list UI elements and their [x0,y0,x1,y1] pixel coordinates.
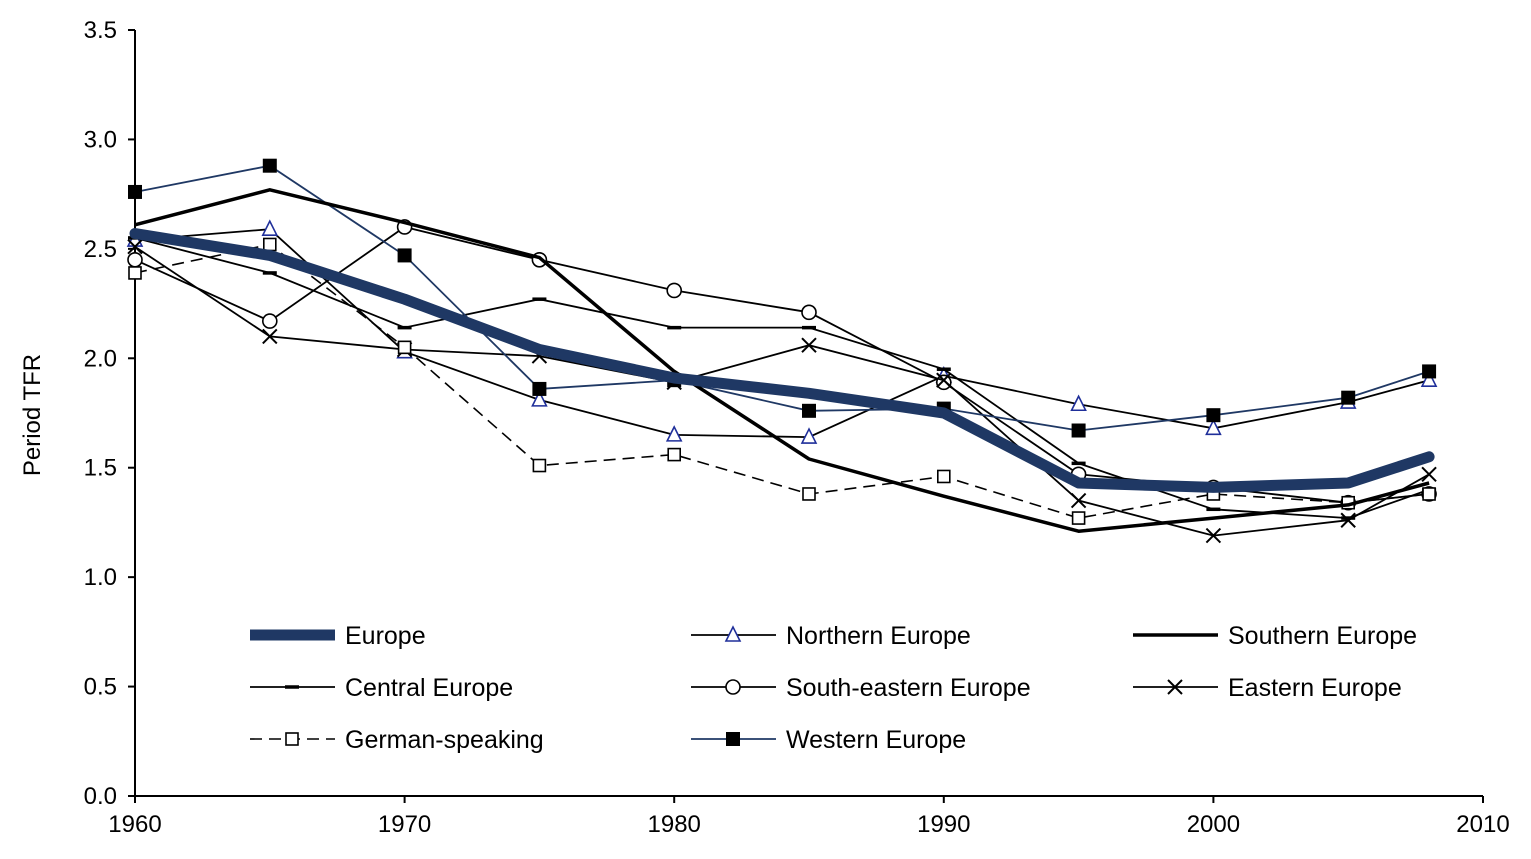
legend-item-south-eastern-europe: South-eastern Europe [691,674,1031,702]
data-point-western-europe [128,184,142,199]
data-point-eastern-europe [801,337,817,353]
series-line-northern-europe [134,228,1430,439]
data-point-northern-europe [1420,370,1438,387]
y-tick-label: 3.5 [84,17,117,44]
data-point-eastern-europe [262,328,278,345]
legend-marker-eastern-europe [1167,679,1183,695]
legend-marker-western-europe [726,732,740,746]
series-central-europe [128,236,1437,520]
data-point-eastern-europe [1421,466,1437,482]
data-point-western-europe [1341,390,1356,405]
y-tick-label: 3.0 [84,126,117,153]
legend-item-southern-europe: Southern Europe [1133,622,1417,650]
data-point-eastern-europe [1205,527,1222,544]
legend-label-northern-europe: Northern Europe [786,622,971,650]
series-northern-europe [126,219,1438,444]
legend-marker-south-eastern-europe [725,679,741,695]
x-tick-label: 2000 [1187,811,1240,838]
legend-label-central-europe: Central Europe [345,674,513,702]
series-south-eastern-europe [127,219,1437,511]
data-point-german-speaking [532,458,547,473]
legend-label-western-europe: Western Europe [786,726,966,754]
data-point-western-europe [1422,364,1437,379]
x-tick-label: 1960 [108,811,161,838]
data-point-german-speaking [936,469,951,484]
data-point-western-europe [1206,408,1221,423]
legend-marker-northern-europe [724,625,742,642]
legend-item-eastern-europe: Eastern Europe [1133,674,1402,702]
data-point-northern-europe [261,219,279,236]
data-point-northern-europe [665,425,683,442]
y-tick-label: 2.0 [84,345,117,372]
data-point-south-eastern-europe [935,374,952,391]
y-tick-label: 0.5 [84,674,117,701]
data-point-northern-europe [800,427,818,444]
legend-label-german-speaking: German-speaking [345,726,544,754]
data-point-south-eastern-europe [801,304,817,321]
data-point-german-speaking [262,237,277,252]
series-line-south-eastern-europe [134,226,1430,504]
data-point-eastern-europe [1070,492,1087,509]
legend-label-eastern-europe: Eastern Europe [1228,674,1402,702]
data-point-western-europe [1071,423,1086,438]
data-point-eastern-europe [127,238,143,255]
y-tick-label: 0.0 [84,783,117,810]
data-point-eastern-europe [936,372,952,388]
series-southern-europe [134,188,1430,533]
legend-marker-german-speaking [285,732,299,746]
series-german-speaking [128,237,1436,525]
data-point-northern-europe [1205,418,1222,436]
data-point-german-speaking [1422,487,1436,501]
legend-item-central-europe: Central Europe [250,674,513,702]
data-point-western-europe [802,403,816,418]
series-line-europe [129,228,1435,493]
data-point-german-speaking [667,447,682,462]
data-point-south-eastern-europe [127,251,143,268]
y-tick-label: 2.5 [84,236,117,263]
data-point-western-europe [262,158,277,173]
x-tick-label: 1980 [648,811,701,838]
y-tick-label: 1.5 [84,455,117,482]
x-tick-label: 1970 [378,811,431,838]
y-tick-label: 1.0 [84,564,117,591]
x-tick-label: 2010 [1456,811,1509,838]
data-point-western-europe [532,381,547,396]
series-europe [129,228,1435,493]
data-point-german-speaking [1071,511,1086,525]
data-point-western-europe [397,248,412,263]
data-point-german-speaking [802,487,816,501]
legend-label-south-eastern-europe: South-eastern Europe [786,674,1031,702]
series-line-german-speaking [134,243,1430,519]
data-point-eastern-europe [1340,512,1356,528]
axes: 0.0 0.5 1.0 1.5 2.0 2.5 3.0 3.5 1960 1970 1980 1990… [84,17,1510,838]
legend-item-northern-europe: Northern Europe [691,622,971,650]
data-point-german-speaking [128,266,142,280]
legend-item-western-europe: Western Europe [691,726,966,754]
series-western-europe [128,158,1437,438]
data-point-south-eastern-europe [261,313,278,329]
legend: Europe Northern Europe Southern Europe Cent… [250,622,1417,754]
data-point-northern-europe [1070,394,1087,412]
legend-item-german-speaking: German-speaking [250,726,544,754]
data-point-german-speaking [397,340,412,355]
series-line-southern-europe [134,188,1430,533]
series-layer [126,158,1438,544]
legend-item-europe: Europe [250,622,426,650]
data-point-northern-europe [531,390,548,407]
y-axis-title: Period TFR [19,354,46,476]
legend-label-southern-europe: Southern Europe [1228,622,1417,650]
x-tick-label: 1990 [917,811,970,838]
data-point-south-eastern-europe [666,282,683,299]
legend-label-europe: Europe [345,622,426,650]
